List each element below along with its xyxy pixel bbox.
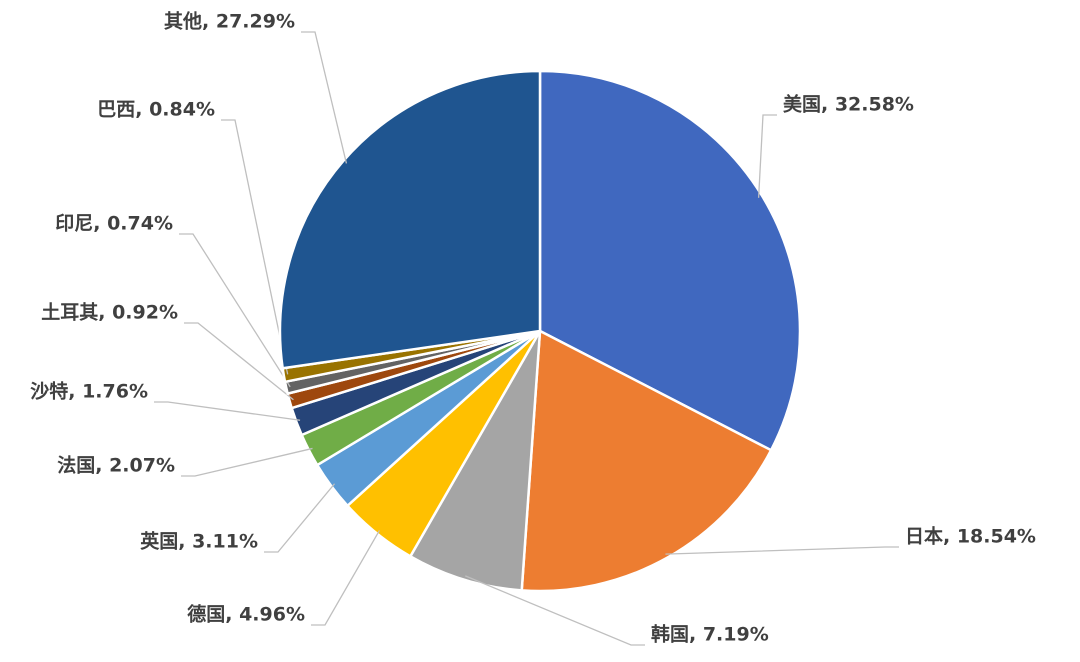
leader-line xyxy=(181,447,313,477)
leader-line xyxy=(154,401,301,421)
leader-line xyxy=(221,119,289,375)
pie-slice xyxy=(538,69,802,452)
data-label: 美国, 32.58% xyxy=(783,93,914,116)
leader-line xyxy=(465,575,645,646)
pie-slice xyxy=(278,69,542,370)
data-label: 印尼, 0.74% xyxy=(55,213,173,235)
leader-line xyxy=(311,530,380,626)
leader-line xyxy=(665,546,899,555)
leader-line xyxy=(301,31,348,164)
data-label: 韩国, 7.19% xyxy=(651,623,769,646)
data-label: 英国, 3.11% xyxy=(140,530,258,553)
leader-line xyxy=(184,322,294,401)
data-label: 法国, 2.07% xyxy=(57,454,175,477)
leader-line xyxy=(179,233,291,388)
data-label: 其他, 27.29% xyxy=(164,10,295,33)
pie-slice xyxy=(520,329,773,593)
pie-slice xyxy=(408,330,542,592)
data-label: 日本, 18.54% xyxy=(905,525,1036,548)
leader-line xyxy=(757,114,777,198)
data-label: 沙特, 1.76% xyxy=(30,381,148,403)
data-label: 土耳其, 0.92% xyxy=(41,302,178,324)
data-label: 巴西, 0.84% xyxy=(97,99,215,121)
leader-line xyxy=(264,483,336,553)
data-label: 德国, 4.96% xyxy=(187,603,305,626)
